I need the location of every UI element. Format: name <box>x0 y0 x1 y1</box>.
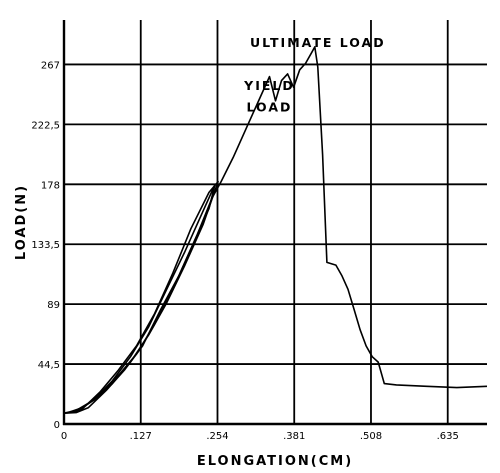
x-tick-label: .635 <box>437 431 459 442</box>
y-tick-label: 133,5 <box>31 240 60 251</box>
load-curve-1 <box>63 46 488 414</box>
load-curve-3 <box>63 180 219 414</box>
y-tick-label: 178 <box>41 180 60 191</box>
x-tick-label: .381 <box>283 431 305 442</box>
axes <box>62 20 487 426</box>
y-tick-label: 222,5 <box>31 120 60 131</box>
y-tick-label: 44,5 <box>38 360 60 371</box>
x-tick-label: .127 <box>130 431 152 442</box>
annotation-3: LOAD <box>247 100 293 115</box>
load-curve-2 <box>63 183 216 414</box>
annotation-2: YIELD <box>243 78 295 93</box>
y-axis-title: LOAD(N) <box>14 184 29 260</box>
data-series <box>63 46 488 414</box>
y-tick-labels: 0 44,5 89 133,5 178 222,5 267 <box>31 60 60 431</box>
x-tick-label: .508 <box>360 431 382 442</box>
x-tick-label: .254 <box>206 431 228 442</box>
x-tick-label: 0 <box>61 431 67 442</box>
y-tick-label: 89 <box>47 300 60 311</box>
y-tick-label: 0 <box>54 420 60 431</box>
x-tick-labels: 0 .127 .254 .381 .508 .635 <box>61 431 459 442</box>
y-tick-label: 267 <box>41 60 60 71</box>
annotations: ULTIMATE LOAD YIELD LOAD <box>243 35 386 115</box>
x-axis-title: ELONGATION(CM) <box>197 454 353 469</box>
annotation-1: ULTIMATE LOAD <box>250 35 386 50</box>
